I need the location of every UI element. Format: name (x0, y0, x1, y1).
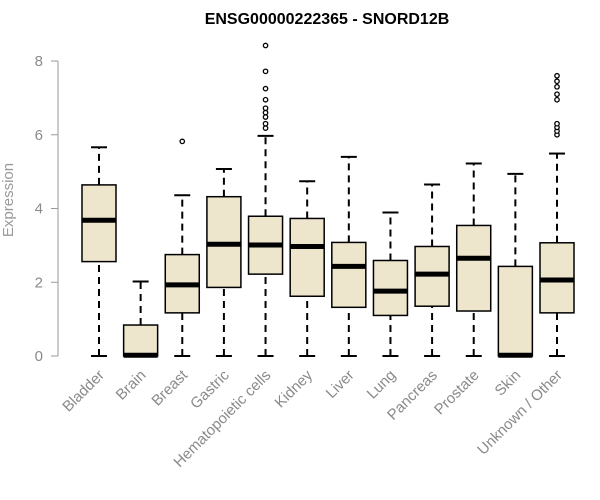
x-category-label: Bladder (59, 367, 108, 416)
y-axis: 0 2 4 6 8 (35, 53, 59, 365)
box-gastric (206, 168, 242, 357)
x-category-label: Liver (323, 367, 358, 402)
x-category-label: Kidney (272, 366, 317, 411)
outlier-point (262, 114, 269, 120)
outlier-point (262, 125, 269, 131)
box-brain (122, 280, 159, 358)
box-breast (164, 138, 201, 357)
iqr-box (372, 259, 409, 317)
outlier-point (554, 91, 560, 98)
x-category-label: Breast (148, 366, 191, 409)
x-category-label: Lung (364, 367, 400, 403)
outlier-point (262, 85, 269, 92)
y-tick-label: 8 (35, 53, 43, 70)
iqr-box (331, 241, 367, 309)
iqr-box (81, 184, 117, 263)
y-axis-label: Expression (0, 163, 17, 237)
box-lung (372, 211, 409, 357)
outlier-point (262, 42, 269, 49)
y-tick-label: 0 (35, 348, 43, 365)
box-prostate (455, 162, 492, 357)
y-tick-label: 2 (35, 274, 43, 291)
outlier-point (554, 120, 560, 127)
outlier-point (554, 83, 560, 90)
box-unknown-other (539, 72, 575, 357)
box-liver (331, 155, 367, 357)
outlier-point (554, 72, 560, 79)
iqr-box (122, 324, 159, 357)
outlier-point (262, 105, 269, 112)
box-pancreas (414, 183, 450, 357)
outlier-point (262, 109, 269, 116)
y-tick-label: 6 (35, 127, 43, 144)
x-category-label: Prostate (431, 367, 483, 419)
x-category-label: Skin (492, 367, 525, 400)
box-bladder (81, 146, 117, 357)
iqr-box (497, 265, 534, 357)
box-skin (497, 172, 534, 358)
outlier-point (179, 138, 186, 145)
x-category-label: Brain (113, 367, 150, 404)
outlier-point (262, 96, 269, 103)
box-group (81, 42, 575, 358)
outlier-point (554, 78, 560, 85)
chart-title: ENSG00000222365 - SNORD12B (205, 11, 450, 28)
outlier-point (554, 96, 560, 103)
iqr-box (455, 224, 492, 312)
outlier-point (262, 120, 269, 127)
box-hematopoietic-cells (247, 42, 284, 357)
box-kidney (289, 180, 325, 357)
iqr-box (289, 217, 325, 298)
outlier-point (262, 68, 269, 75)
y-tick-label: 4 (35, 201, 43, 218)
